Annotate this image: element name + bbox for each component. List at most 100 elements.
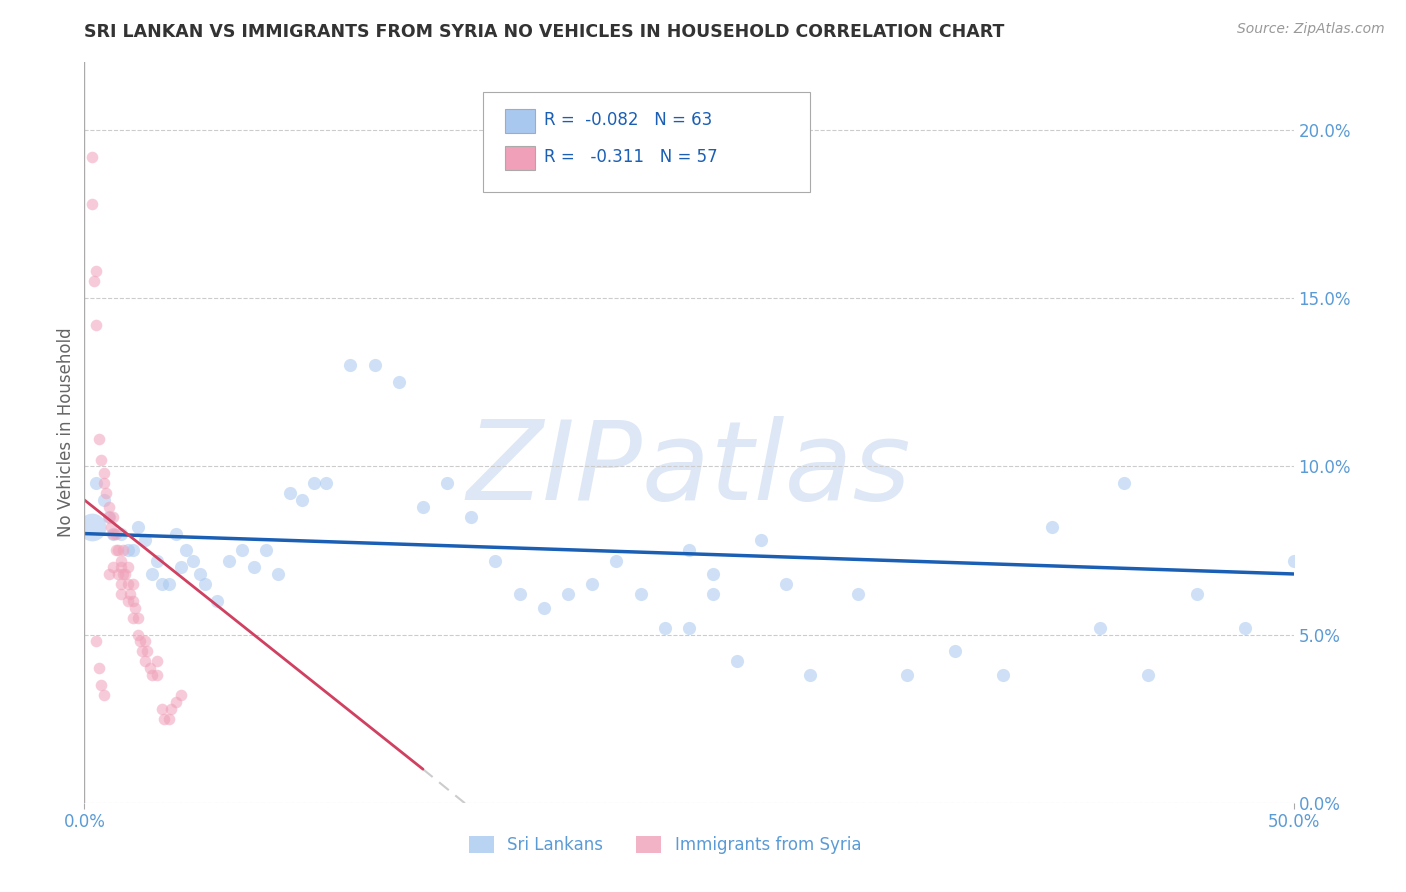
Point [1234, 621, 1257, 635]
Point [160, 701, 183, 715]
Point [846, 587, 869, 601]
Point [80, 196, 103, 211]
Point [87, 433, 110, 447]
Point [103, 509, 125, 524]
Point [80, 150, 103, 164]
Point [127, 610, 149, 624]
Point [104, 526, 127, 541]
Point [751, 533, 773, 548]
Point [412, 500, 434, 514]
Point [557, 587, 579, 601]
Point [242, 560, 264, 574]
Point [117, 543, 139, 558]
Point [134, 533, 156, 548]
Point [138, 661, 160, 675]
Text: R =  -0.082   N = 63: R = -0.082 N = 63 [544, 112, 711, 129]
Point [97, 509, 120, 524]
Point [86, 264, 108, 278]
Point [509, 587, 531, 601]
Legend: Sri Lankans, Immigrants from Syria: Sri Lankans, Immigrants from Syria [461, 830, 868, 861]
Point [291, 492, 314, 507]
Point [107, 543, 129, 558]
Bar [505, 146, 536, 169]
Point [1185, 587, 1208, 601]
Point [436, 476, 458, 491]
Point [165, 526, 187, 541]
Point [678, 543, 700, 558]
Point [103, 526, 125, 541]
Point [136, 644, 159, 658]
Point [460, 509, 482, 524]
Point [150, 701, 173, 715]
Point [654, 621, 676, 635]
Point [170, 688, 193, 702]
Point [141, 566, 163, 581]
Point [93, 466, 115, 480]
Point [120, 587, 142, 601]
Point [190, 566, 212, 581]
Point [993, 668, 1015, 682]
Point [117, 594, 139, 608]
Point [117, 560, 139, 574]
Point [174, 543, 197, 558]
Point [157, 712, 180, 726]
Point [725, 655, 748, 669]
Point [114, 566, 136, 581]
Point [605, 553, 627, 567]
Point [121, 577, 143, 591]
Point [533, 600, 555, 615]
Point [146, 553, 169, 567]
Point [80, 520, 103, 534]
Point [388, 375, 411, 389]
Text: R =   -0.311   N = 57: R = -0.311 N = 57 [544, 148, 717, 166]
Point [93, 476, 115, 491]
Point [107, 566, 129, 581]
Point [100, 520, 122, 534]
Point [112, 566, 135, 581]
Point [93, 492, 115, 507]
Point [97, 509, 120, 524]
Point [117, 577, 139, 591]
Point [702, 566, 724, 581]
Point [121, 594, 143, 608]
Point [153, 712, 176, 726]
Point [110, 560, 132, 574]
Text: SRI LANKAN VS IMMIGRANTS FROM SYRIA NO VEHICLES IN HOUSEHOLD CORRELATION CHART: SRI LANKAN VS IMMIGRANTS FROM SYRIA NO V… [84, 23, 1005, 41]
Point [146, 668, 169, 682]
Point [702, 587, 724, 601]
Point [170, 560, 193, 574]
Point [1137, 668, 1160, 682]
Point [90, 678, 112, 692]
Point [775, 577, 797, 591]
Text: ZIPatlas: ZIPatlas [467, 417, 911, 523]
Point [896, 668, 918, 682]
Point [254, 543, 277, 558]
Point [121, 610, 143, 624]
Bar [505, 109, 536, 133]
Point [315, 476, 337, 491]
Point [104, 543, 127, 558]
Point [799, 668, 821, 682]
Text: Source: ZipAtlas.com: Source: ZipAtlas.com [1237, 22, 1385, 37]
Point [121, 543, 143, 558]
Point [110, 553, 132, 567]
Point [165, 695, 187, 709]
Point [194, 577, 217, 591]
Point [87, 661, 110, 675]
Point [278, 486, 301, 500]
Point [1282, 553, 1305, 567]
Point [1040, 520, 1063, 534]
Point [93, 688, 115, 702]
Point [484, 553, 506, 567]
Point [110, 526, 132, 541]
Point [127, 627, 149, 641]
Point [146, 655, 169, 669]
Point [1114, 476, 1136, 491]
Point [129, 634, 152, 648]
Point [110, 577, 132, 591]
Point [86, 634, 108, 648]
Point [943, 644, 966, 658]
Point [157, 577, 180, 591]
Point [90, 452, 112, 467]
Point [150, 577, 173, 591]
